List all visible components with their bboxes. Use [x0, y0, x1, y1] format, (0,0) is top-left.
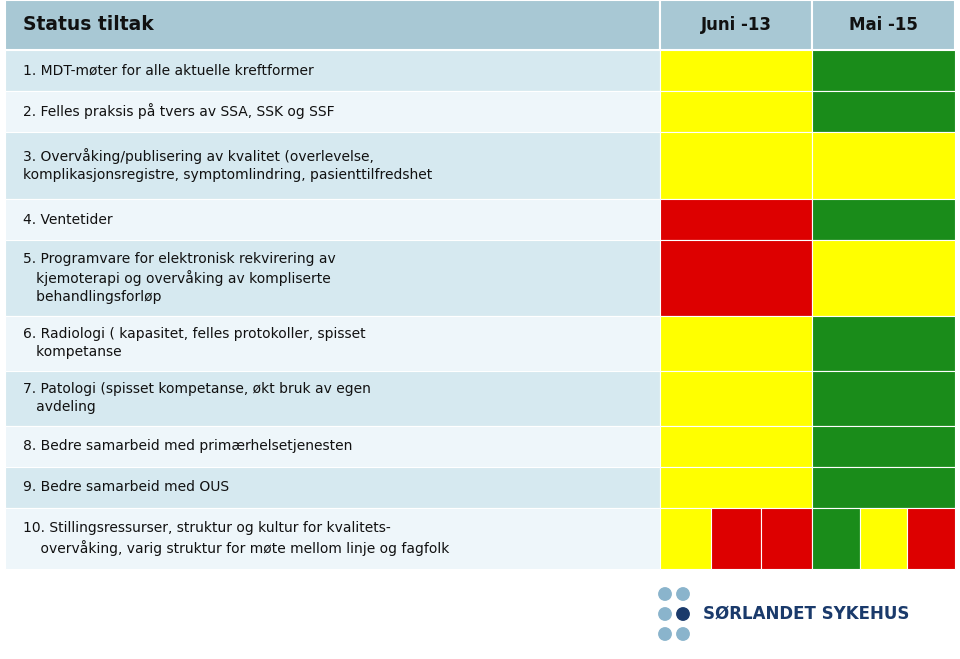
Bar	[5, 426, 660, 467]
Text: Juni -13: Juni -13	[701, 16, 772, 34]
Text: 9. Bedre samarbeid med OUS: 9. Bedre samarbeid med OUS	[23, 480, 229, 494]
Bar	[907, 507, 955, 569]
Text: Status tiltak: Status tiltak	[23, 16, 154, 34]
Bar	[5, 316, 660, 371]
Circle shape	[677, 608, 689, 620]
Text: 6. Radiologi ( kapasitet, felles protokoller, spisset
   kompetanse: 6. Radiologi ( kapasitet, felles protoko…	[23, 328, 366, 359]
Bar	[5, 50, 660, 91]
Bar	[660, 240, 812, 316]
Bar	[812, 316, 955, 371]
Text: 2. Felles praksis på tvers av SSA, SSK og SSF: 2. Felles praksis på tvers av SSA, SSK o…	[23, 103, 335, 119]
Bar	[660, 467, 812, 507]
Bar	[660, 0, 812, 50]
Bar	[660, 371, 812, 426]
Bar	[660, 199, 812, 240]
Bar	[812, 199, 955, 240]
Bar	[5, 507, 660, 569]
Bar	[859, 507, 907, 569]
Bar	[5, 91, 660, 132]
Bar	[761, 507, 812, 569]
Bar	[812, 426, 955, 467]
Bar	[660, 91, 812, 132]
Bar	[812, 50, 955, 91]
Text: 5. Programvare for elektronisk rekvirering av
   kjemoterapi og overvåking av ko: 5. Programvare for elektronisk rekvireri…	[23, 252, 336, 304]
Text: 4. Ventetider: 4. Ventetider	[23, 213, 112, 227]
Text: 3. Overvåking/publisering av kvalitet (overlevelse,
komplikasjonsregistre, sympt: 3. Overvåking/publisering av kvalitet (o…	[23, 148, 432, 183]
Bar	[710, 507, 761, 569]
Bar	[660, 316, 812, 371]
Bar	[812, 467, 955, 507]
Bar	[5, 240, 660, 316]
Bar	[812, 91, 955, 132]
Bar	[5, 199, 660, 240]
Circle shape	[659, 588, 671, 600]
Text: 1. MDT-møter for alle aktuelle kreftformer: 1. MDT-møter for alle aktuelle kreftform…	[23, 63, 314, 78]
Text: 7. Patologi (spisset kompetanse, økt bruk av egen
   avdeling: 7. Patologi (spisset kompetanse, økt bru…	[23, 382, 371, 415]
Bar	[812, 240, 955, 316]
Text: 8. Bedre samarbeid med primærhelsetjenesten: 8. Bedre samarbeid med primærhelsetjenes…	[23, 440, 352, 453]
Bar	[660, 426, 812, 467]
Text: SØRLANDET SYKEHUS: SØRLANDET SYKEHUS	[703, 605, 909, 623]
Text: Mai -15: Mai -15	[849, 16, 918, 34]
Circle shape	[659, 608, 671, 620]
Bar	[5, 467, 660, 507]
Circle shape	[677, 628, 689, 640]
Bar	[5, 132, 660, 199]
Bar	[5, 0, 660, 50]
Circle shape	[677, 588, 689, 600]
Bar	[812, 132, 955, 199]
Circle shape	[659, 628, 671, 640]
Bar	[812, 371, 955, 426]
Bar	[812, 0, 955, 50]
Bar	[812, 507, 859, 569]
Bar	[660, 132, 812, 199]
Bar	[660, 50, 812, 91]
Text: 10. Stillingsressurser, struktur og kultur for kvalitets-
    overvåking, varig : 10. Stillingsressurser, struktur og kult…	[23, 521, 449, 556]
Bar	[660, 507, 710, 569]
Bar	[5, 371, 660, 426]
